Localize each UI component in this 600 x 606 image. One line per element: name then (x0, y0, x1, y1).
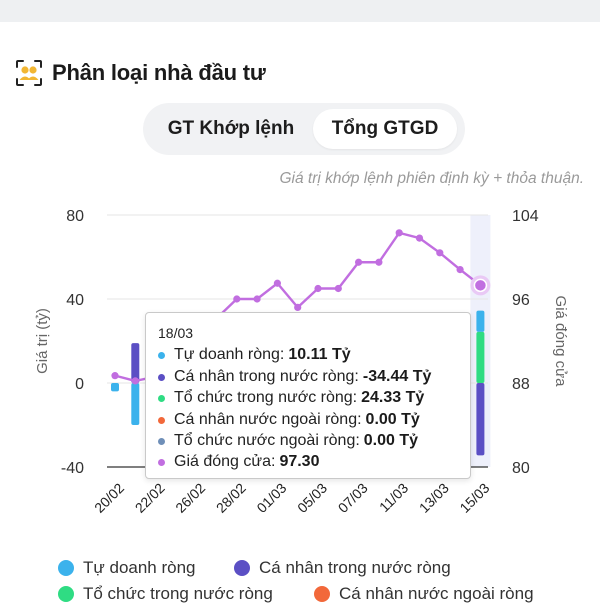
tab-matched-value[interactable]: GT Khớp lệnh (167, 118, 295, 139)
price-point (314, 284, 322, 293)
legend-swatch (58, 560, 74, 576)
tooltip-row: Tự doanh ròng: 10.11 Tỷ (158, 344, 351, 366)
y2-tick-label: 88 (512, 376, 530, 393)
legend-item-ca-nhan-nuoc-ngoai[interactable]: Cá nhân nước ngoài ròng (314, 584, 534, 604)
section-title: Phân loại nhà đầu tư (52, 60, 266, 85)
tooltip-dot (158, 458, 165, 466)
tooltip-label: Tổ chức nước ngoài ròng: (174, 432, 360, 449)
x-tick-label: 28/02 (213, 480, 249, 516)
y2-tick-label: 80 (512, 460, 530, 477)
y2-tick-label: 96 (512, 292, 530, 309)
top-bar (0, 0, 600, 22)
bar-to-chuc-trong-nuoc (476, 331, 485, 383)
chart-legend-row-2: Tổ chức trong nước ròng Cá nhân nước ngo… (58, 584, 598, 606)
x-tick-label: 15/03 (456, 480, 492, 516)
y-tick-label: 40 (66, 292, 84, 309)
chart-tooltip: 18/03 Tự doanh ròng: 10.11 Tỷ Cá nhân tr… (145, 312, 471, 479)
y2-tick-label: 104 (512, 208, 539, 225)
price-point (415, 234, 424, 242)
y-tick-label: 80 (66, 208, 84, 225)
tab-total-value[interactable]: Tổng GTGD (313, 109, 457, 149)
legend-swatch (314, 586, 330, 602)
price-point (355, 258, 363, 266)
legend-swatch (58, 586, 74, 602)
section-header: Phân loại nhà đầu tư (14, 58, 266, 88)
x-tick-label: 01/03 (253, 480, 289, 516)
price-point (233, 295, 241, 303)
bar-tu-doanh (111, 383, 119, 392)
tooltip-value: 10.11 Tỷ (288, 346, 351, 363)
investor-group-icon (16, 60, 42, 86)
tooltip-label: Tự doanh ròng: (174, 346, 285, 363)
tooltip-row: Cá nhân trong nước ròng: -34.44 Tỷ (158, 366, 431, 388)
tooltip-value: 0.00 Tỷ (363, 432, 419, 449)
tooltip-dot (158, 394, 165, 402)
tooltip-value: -34.44 Tỷ (362, 368, 432, 385)
tooltip-row: Cá nhân nước ngoài ròng: 0.00 Tỷ (158, 409, 420, 431)
price-point (375, 258, 383, 266)
tooltip-label: Cá nhân trong nước ròng: (174, 368, 359, 385)
legend-item-tu-doanh[interactable]: Tự doanh ròng (58, 558, 196, 578)
price-point (456, 266, 464, 274)
bar-tu-doanh (476, 310, 485, 332)
y-tick-label: -40 (61, 460, 84, 477)
tooltip-value: 97.30 (279, 453, 320, 470)
view-toggle: GT Khớp lệnh Tổng GTGD (143, 103, 465, 155)
y-tick-label: 0 (75, 376, 84, 393)
x-tick-label: 22/02 (132, 480, 168, 516)
price-point (436, 249, 444, 257)
tooltip-row: Giá đóng cửa: 97.30 (158, 451, 319, 473)
x-tick-label: 05/03 (294, 480, 330, 516)
tooltip-label: Tổ chức trong nước ròng: (174, 389, 358, 406)
chart-legend: Tự doanh ròng Cá nhân trong nước ròng (58, 558, 598, 580)
legend-label: Cá nhân trong nước ròng (259, 558, 451, 577)
tooltip-label: Giá đóng cửa: (174, 453, 276, 470)
tooltip-dot (158, 351, 165, 359)
legend-label: Tổ chức trong nước ròng (83, 584, 273, 603)
tooltip-value: 0.00 Tỷ (365, 411, 420, 428)
price-point (294, 303, 302, 311)
tooltip-row: Tổ chức trong nước ròng: 24.33 Tỷ (158, 387, 424, 409)
x-tick-label: 07/03 (335, 480, 371, 516)
legend-label: Cá nhân nước ngoài ròng (339, 584, 534, 603)
tooltip-dot (158, 437, 165, 445)
x-tick-label: 13/03 (416, 480, 452, 516)
price-point (473, 278, 488, 293)
tooltip-date: 18/03 (158, 325, 194, 341)
price-point (334, 284, 342, 293)
y-axis-title: Giá trị (tỷ) (34, 308, 51, 374)
legend-swatch (234, 560, 250, 576)
x-tick-label: 11/03 (376, 480, 412, 516)
bar-ca-nhan-trong-nuoc (476, 383, 485, 456)
tooltip-row: Tổ chức nước ngoài ròng: 0.00 Tỷ (158, 430, 418, 452)
y2-axis-title: Giá đóng cửa (552, 296, 569, 388)
tooltip-label: Cá nhân nước ngoài ròng: (174, 411, 362, 428)
price-point (131, 377, 139, 385)
chart-note: Giá trị khớp lệnh phiên định kỳ + thỏa t… (279, 170, 585, 187)
price-point (111, 372, 119, 380)
price-point (395, 229, 403, 237)
price-point (273, 279, 281, 287)
x-tick-label: 26/02 (172, 480, 208, 516)
bar-ca-nhan-trong-nuoc (131, 343, 140, 383)
price-point (253, 295, 261, 303)
legend-label: Tự doanh ròng (83, 558, 196, 577)
legend-item-ca-nhan-trong-nuoc[interactable]: Cá nhân trong nước ròng (234, 558, 451, 578)
tooltip-dot (158, 416, 165, 424)
bar-tu-doanh (131, 383, 140, 425)
tooltip-value: 24.33 Tỷ (361, 389, 425, 406)
tooltip-dot (158, 373, 165, 381)
legend-item-to-chuc-trong-nuoc[interactable]: Tổ chức trong nước ròng (58, 584, 273, 604)
x-tick-label: 20/02 (91, 480, 127, 516)
